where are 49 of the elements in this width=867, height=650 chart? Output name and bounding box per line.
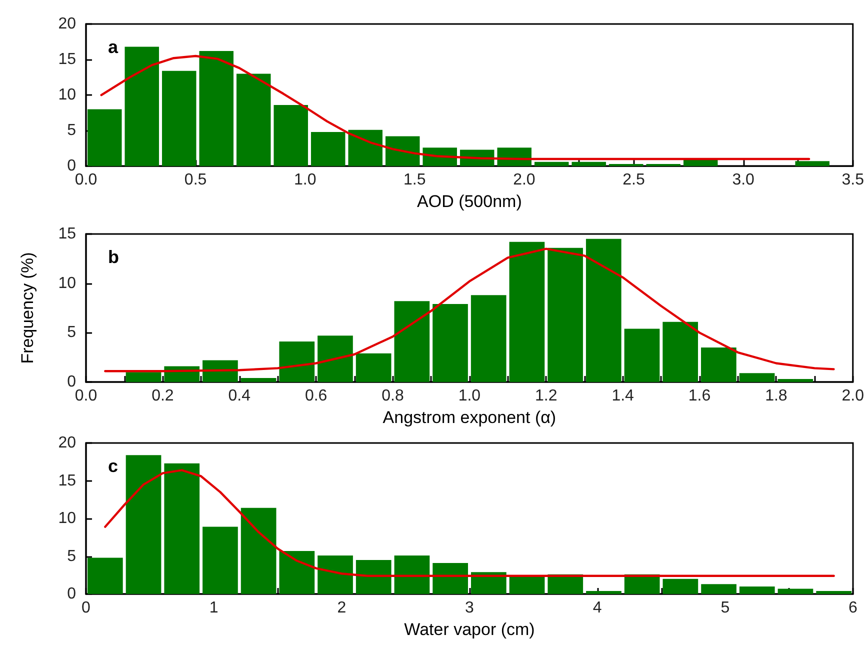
x-tick-label: 2.0 [513, 172, 536, 189]
x-tick-label: 3.0 [732, 172, 755, 189]
x-tick-label: 0.0 [74, 172, 98, 189]
annotation: a [108, 37, 119, 57]
x-axis-title: AOD (500nm) [417, 192, 522, 211]
x-tick-label: 0 [82, 600, 91, 616]
y-tick-label: 0 [67, 158, 76, 175]
x-tick-label: 1.0 [294, 172, 316, 189]
x-tick-label: 1.6 [688, 388, 711, 404]
x-tick-label: 1.5 [404, 172, 426, 189]
y-tick-label: 5 [67, 122, 76, 140]
x-axis-title: Water vapor (cm) [404, 620, 535, 639]
y-tick-label: 5 [67, 548, 76, 565]
x-tick-label: 0.6 [304, 388, 328, 404]
y-tick-label: 10 [58, 274, 76, 292]
x-tick-label: 0.2 [152, 388, 174, 404]
annotation: c [108, 456, 118, 476]
x-tick-label: 0.8 [382, 388, 404, 404]
y-tick-label: 15 [58, 226, 76, 242]
y-tick-label: 10 [58, 510, 76, 527]
x-tick-label: 1 [209, 600, 218, 616]
x-tick-label: 2 [337, 600, 346, 616]
y-tick-label: 5 [67, 324, 76, 342]
x-tick-label: 2.0 [842, 388, 864, 404]
y-tick-label: 20 [58, 434, 76, 452]
x-tick-label: 1.4 [612, 388, 634, 404]
x-tick-label: 6 [848, 600, 858, 616]
y-tick-label: 0 [67, 374, 76, 390]
x-tick-label: 0.0 [74, 388, 98, 404]
line-series [104, 248, 835, 372]
y-tick-label: 20 [58, 16, 76, 32]
x-tick-label: 1.8 [765, 388, 788, 404]
y-tick-label: 10 [58, 86, 76, 104]
x-tick-label: 0.4 [228, 388, 251, 404]
x-tick-label: 1.2 [535, 388, 558, 404]
line-series [100, 54, 810, 160]
x-tick-label: 5 [720, 600, 730, 616]
x-tick-label: 2.5 [622, 172, 645, 189]
x-axis-title: Angstrom exponent (α) [382, 408, 556, 427]
y-tick-label: 15 [58, 51, 76, 68]
y-tick-label: 15 [58, 472, 76, 490]
x-tick-label: 3.5 [842, 172, 864, 189]
x-tick-label: 0.5 [184, 172, 207, 189]
annotation: b [108, 247, 119, 267]
x-tick-label: 1.0 [458, 388, 481, 404]
y-tick-label: 0 [67, 586, 76, 602]
x-tick-label: 3 [465, 600, 474, 616]
y-axis-title: Frequency (%) [18, 252, 37, 364]
x-tick-label: 4 [592, 600, 602, 616]
